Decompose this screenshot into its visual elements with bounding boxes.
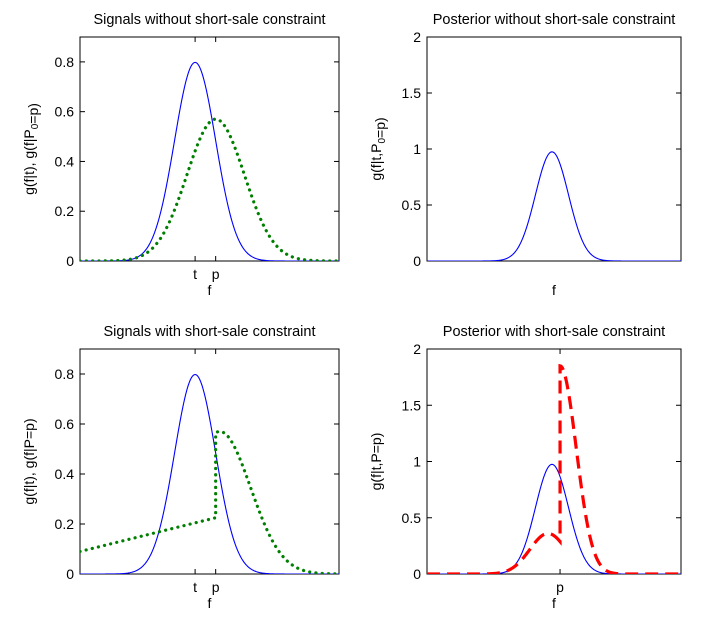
y-tick-label: 0.5	[402, 510, 422, 526]
y-axis-label: g(f|t,P0=p)	[368, 117, 388, 180]
y-tick-label: 0.2	[55, 516, 75, 532]
y-tick-label: 1.5	[402, 85, 422, 101]
x-axis-label: f	[208, 595, 212, 611]
y-tick-label: 0.4	[55, 153, 75, 169]
series-line-1	[427, 463, 681, 574]
y-axis-label: g(f|t), g(f|P=p)	[21, 418, 37, 504]
y-axis-label: g(f|t), g(f|P0=p)	[21, 103, 41, 195]
y-tick-label: 0.8	[55, 366, 75, 382]
plot-frame	[426, 36, 682, 262]
chart-title: Posterior without short-sale constraint	[433, 12, 676, 28]
series-line-1	[80, 373, 339, 574]
y-tick-label: 1	[413, 454, 421, 470]
y-tick-label: 0.4	[55, 466, 75, 482]
series-line-2	[427, 363, 681, 574]
plot-frame	[79, 36, 340, 262]
y-tick-label: 0	[66, 253, 74, 269]
subplot-4: Posterior with short-sale constraint 0 0.5…	[368, 324, 682, 611]
y-tick-label: 2	[413, 341, 421, 357]
y-tick-label: 0	[413, 253, 421, 269]
y-tick-label: 2	[413, 29, 421, 45]
series-line-2	[80, 429, 339, 574]
series-line-1	[427, 151, 681, 261]
chart-title: Signals with short-sale constraint	[104, 324, 316, 340]
y-tick-label: 0	[413, 566, 421, 582]
y-tick-label: 1	[413, 141, 421, 157]
x-tick-label: t	[193, 266, 197, 282]
chart-title: Posterior with short-sale constraint	[443, 324, 665, 340]
y-tick-label: 0.8	[55, 54, 75, 70]
y-tick-label: 0.5	[402, 197, 422, 213]
y-tick-label: 0.6	[55, 104, 75, 120]
x-tick-label: t	[193, 579, 197, 595]
subplot-2: Posterior without short-sale constraint 0…	[368, 12, 682, 298]
y-axis-label: g(f|t,P=p)	[368, 433, 384, 491]
y-tick-label: 0.2	[55, 203, 75, 219]
plot-frame	[426, 348, 682, 575]
x-tick-label: p	[556, 579, 564, 595]
subplot-3: Signals with short-sale constraint 0 0.2 0.…	[21, 324, 340, 611]
y-tick-label: 0	[66, 566, 74, 582]
x-axis-label: f	[552, 282, 556, 298]
subplot-1: Signals without short-sale constraint 0 0.…	[21, 12, 340, 298]
chart-title: Signals without short-sale constraint	[93, 12, 325, 28]
x-tick-label: p	[212, 266, 220, 282]
x-tick-label: p	[212, 579, 220, 595]
plot-frame	[79, 348, 340, 575]
y-tick-label: 1.5	[402, 397, 422, 413]
x-axis-label: f	[552, 595, 556, 611]
series-line-2	[80, 117, 339, 261]
y-tick-label: 0.6	[55, 416, 75, 432]
x-axis-label: f	[208, 282, 212, 298]
